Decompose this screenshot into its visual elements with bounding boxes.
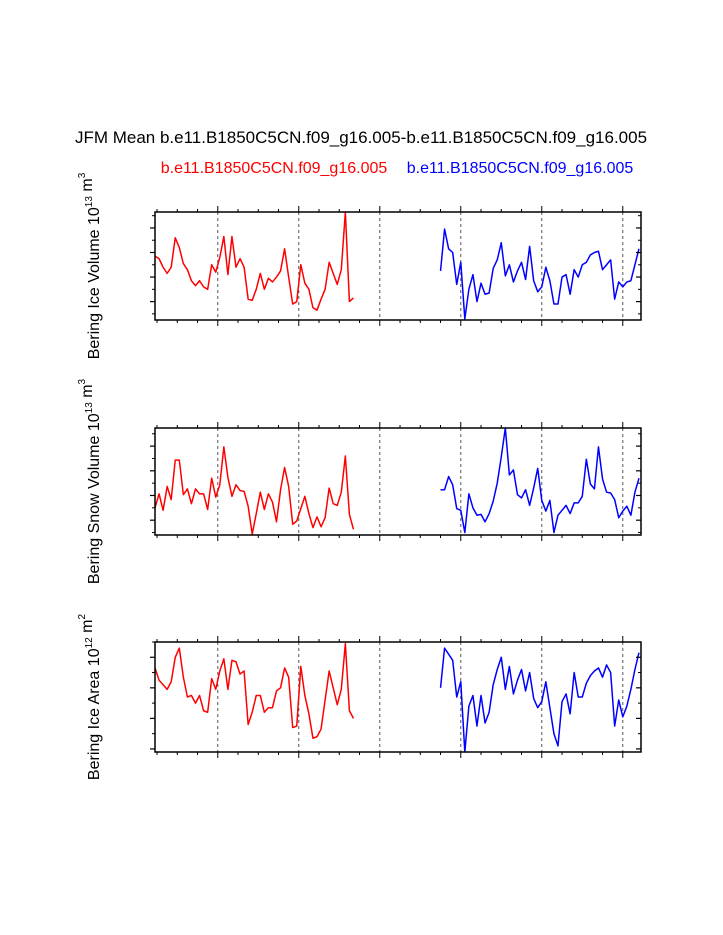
ice-volume-ylabel-yunit-rest: m — [79, 178, 96, 191]
ice-volume-series-red — [154, 211, 354, 311]
snow-volume-ylabel-yunit-rest: m — [79, 384, 96, 397]
snow-volume-series-red — [154, 446, 355, 535]
ice-volume-frame — [154, 211, 642, 321]
ice-volume-ylabel-yunit-base: 10 — [86, 207, 103, 225]
ice-area-ylabel-yunit-exp: 12 — [84, 637, 95, 649]
ice-area-ylabel-yunit-base: 10 — [86, 648, 103, 666]
snow-volume-ylabel-ylabel: Bering Snow Volume — [86, 435, 103, 584]
ice-volume-panel: Bering Ice Volume 1013 m3 — [77, 172, 642, 359]
snow-volume-panel: Bering Snow Volume 1013 m3 — [77, 378, 642, 584]
ice-volume-ylabel: Bering Ice Volume 1013 m3 — [77, 172, 103, 359]
legend-label-blue: b.e11.B1850C5CN.f09_g16.005 — [407, 160, 634, 177]
snow-volume-ylabel-yunit-base: 10 — [86, 413, 103, 431]
ice-area-ylabel-yunit-rest-exp: 2 — [77, 614, 88, 620]
snow-volume-ylabel: Bering Snow Volume 1013 m3 — [77, 378, 103, 584]
ice-area-series-red — [154, 642, 355, 739]
ice-volume-ylabel-yunit-exp: 13 — [84, 196, 95, 208]
ice-volume-ylabel-yunit-rest-exp: 3 — [77, 172, 88, 178]
snow-volume-frame — [154, 427, 642, 536]
ice-area-frame — [154, 641, 642, 753]
snow-volume-ylabel-yunit-exp: 13 — [84, 402, 95, 414]
figure-title: JFM Mean b.e11.B1850C5CN.f09_g16.005-b.e… — [75, 128, 647, 147]
ice-area-ylabel-yunit-rest: m — [79, 620, 96, 633]
snow-volume-series-blue — [440, 427, 640, 534]
snow-volume-ylabel-yunit-rest-exp: 3 — [77, 378, 88, 384]
ice-volume-ylabel-ylabel: Bering Ice Volume — [86, 229, 103, 359]
legend-label-red: b.e11.B1850C5CN.f09_g16.005 — [161, 160, 388, 177]
ice-area-ylabel: Bering Ice Area 1012 m2 — [77, 614, 103, 781]
ice-area-ylabel-ylabel: Bering Ice Area — [86, 671, 103, 781]
ice-volume-series-blue — [439, 228, 640, 320]
ice-area-panel: Bering Ice Area 1012 m2 — [77, 614, 642, 781]
ice-area-series-blue — [439, 647, 640, 753]
